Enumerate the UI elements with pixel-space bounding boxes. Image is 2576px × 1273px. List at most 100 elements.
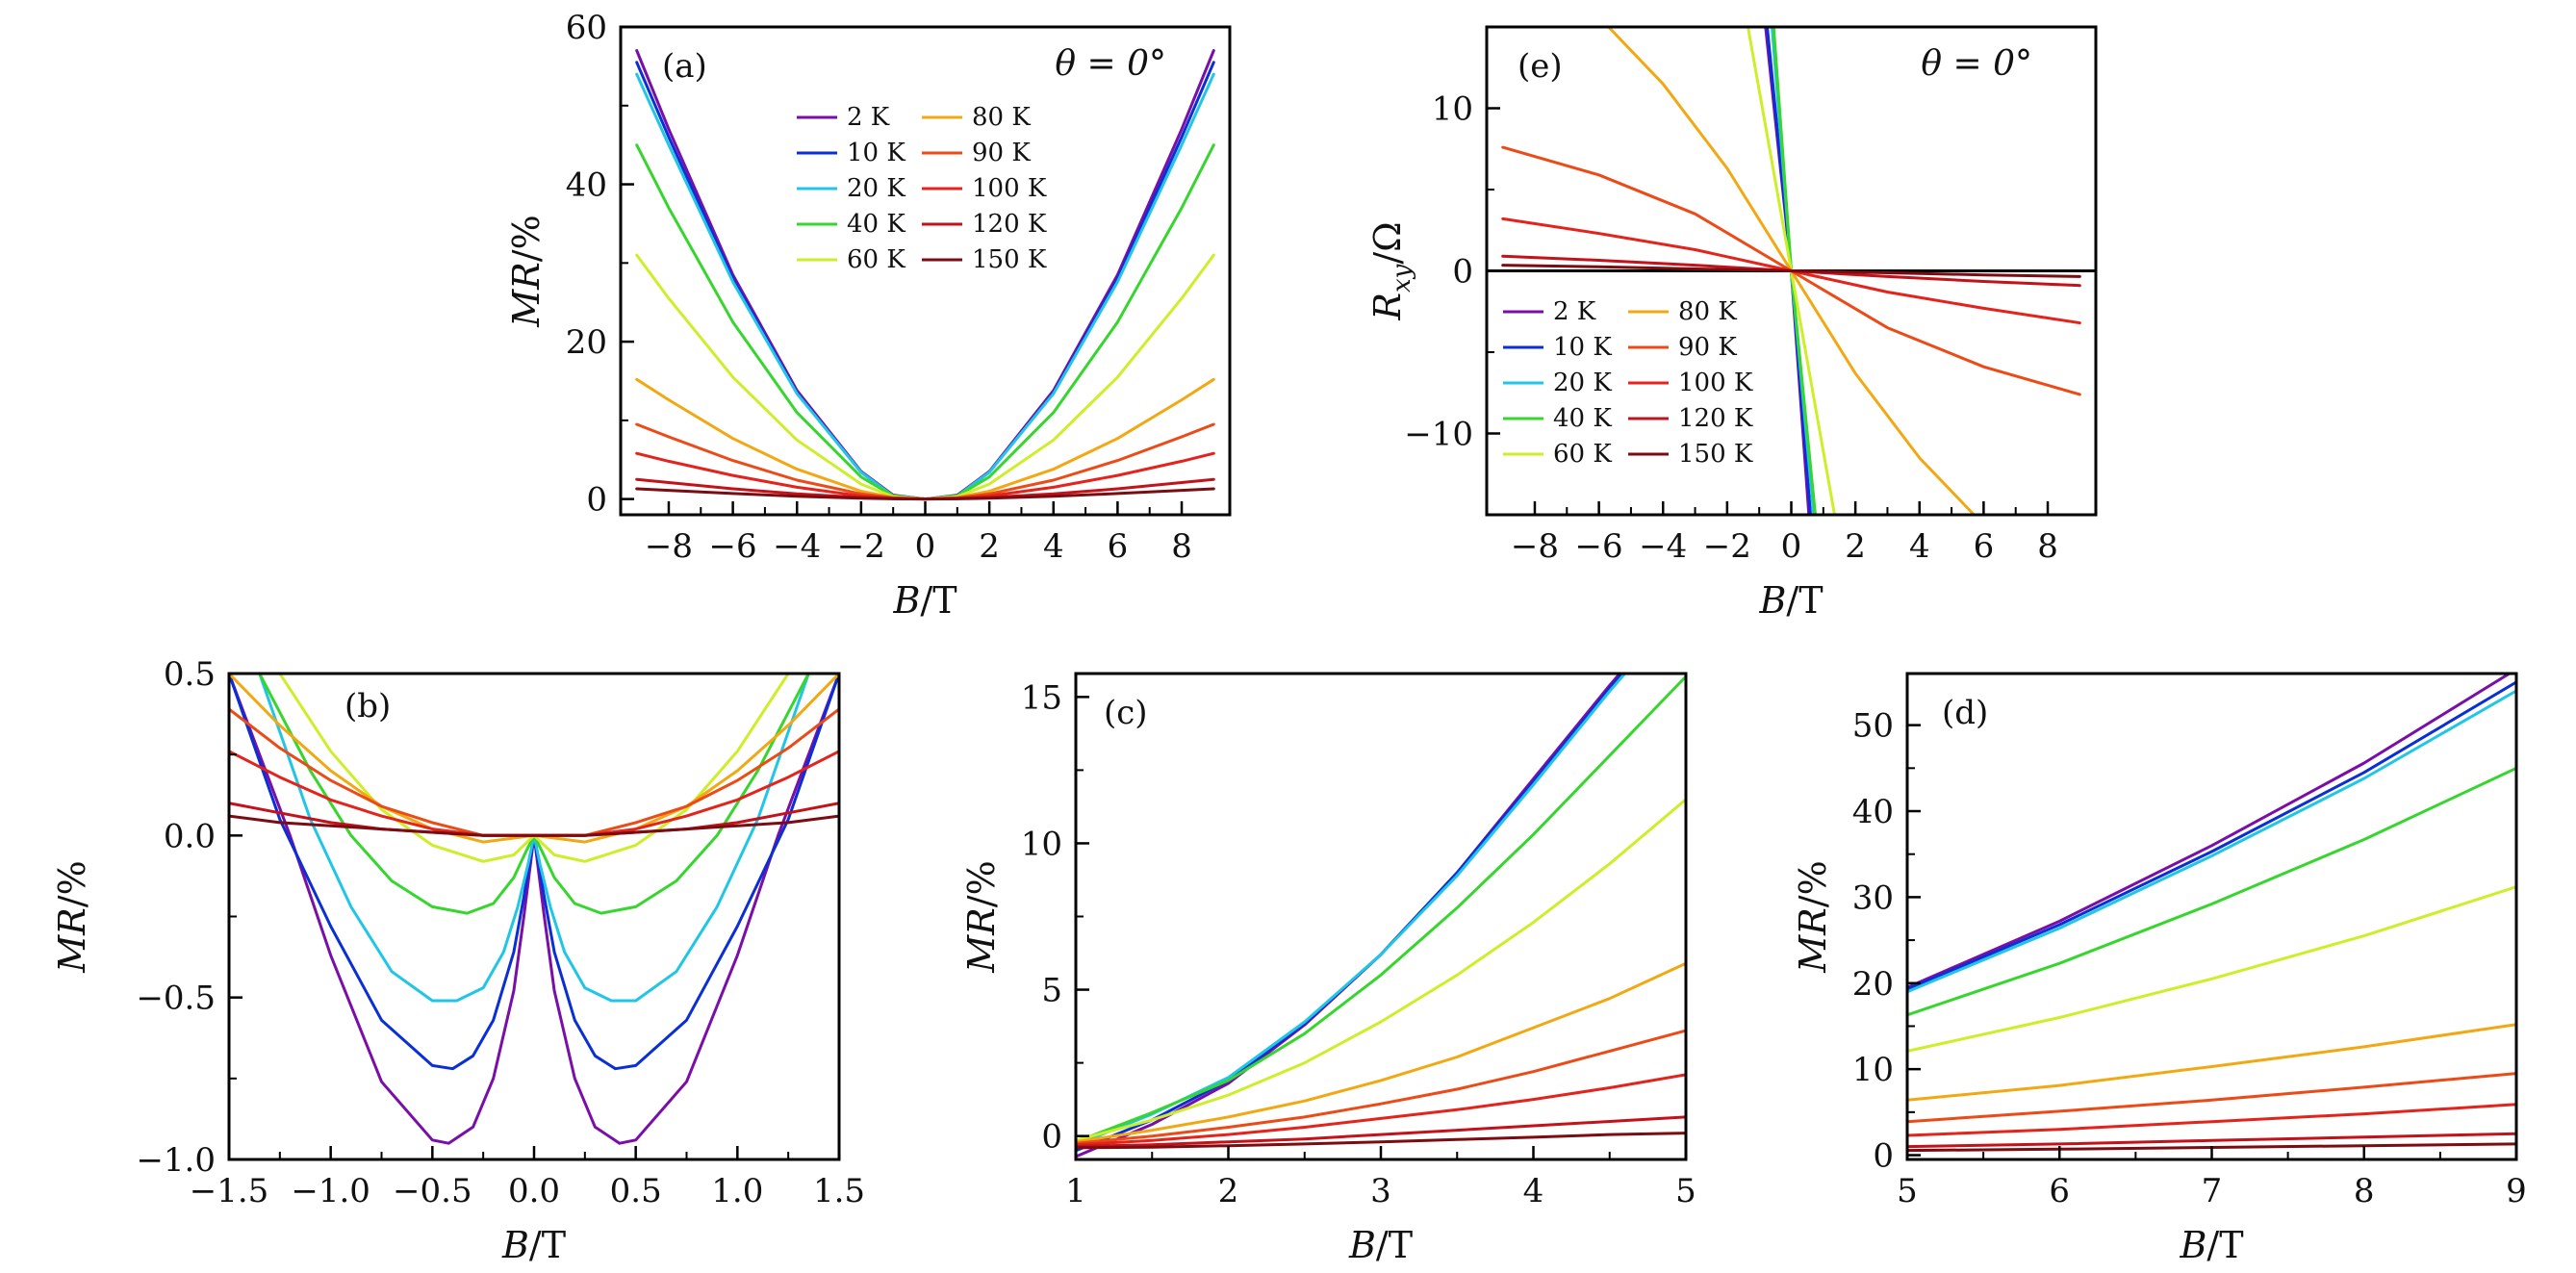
x-axis-label: B/T (2179, 1224, 2243, 1266)
legend-label: 80 K (1678, 297, 1737, 326)
series-line-80K (1907, 1023, 2516, 1102)
legend: 2 K 10 K 20 K 40 K 60 K 80 K 90 K 100 K 120 K 150… (1503, 297, 1753, 469)
legend-label: 120 K (972, 210, 1047, 239)
plot-frame (619, 25, 1232, 517)
x-tick-label: −4 (773, 527, 821, 566)
series-line-10K (229, 674, 839, 1071)
legend-label: 90 K (1678, 333, 1737, 362)
series-line-60K (1907, 885, 2516, 1053)
x-axis-label: B/T (1758, 579, 1823, 622)
panel-label: (e) (1518, 47, 1563, 86)
y-tick-label: 30 (1852, 878, 1894, 917)
series-line-80K (635, 377, 1215, 501)
series-line-120K (635, 477, 1215, 501)
panel-e: −8 −6 −4 −2 0 2 4 6 8 −10 0 10 B/T Rxy/Ω (e) θ = 0° 2 K 1… (1366, 25, 2098, 622)
y-tick-label: 10 (1432, 90, 1473, 129)
panel-b: −1.5 −1.0 −0.5 0.0 0.5 1.0 1.5−1.0−0.50.00.5B/… (51, 655, 865, 1266)
legend-label: 2 K (847, 103, 890, 132)
y-tick-label: 40 (566, 166, 607, 205)
series-line-150K (229, 814, 839, 837)
series-line-2K (1907, 674, 2512, 989)
panel-label: (b) (344, 687, 391, 726)
x-tick-label: 4 (1909, 527, 1930, 566)
series-line-10K (1907, 680, 2516, 991)
y-tick-label: 20 (566, 323, 607, 362)
series-line-120K (1907, 1132, 2516, 1149)
series-line-10K (1076, 674, 1624, 1153)
series-group (229, 674, 839, 1145)
y-tick-label: 40 (1852, 793, 1894, 831)
series-line-80K (1076, 961, 1686, 1144)
legend-label: 40 K (1553, 404, 1612, 433)
series-line-40K (258, 674, 810, 915)
y-tick-label: 20 (1852, 965, 1894, 1004)
x-tick-label: −2 (837, 527, 885, 566)
y-tick-label: −0.5 (136, 980, 216, 1018)
x-tick-label: 5 (1675, 1172, 1696, 1210)
series-group (1076, 674, 1686, 1158)
x-tick-label: 5 (1897, 1172, 1918, 1210)
legend-label: 10 K (847, 139, 905, 167)
y-tick-label: 5 (1041, 972, 1062, 1010)
x-tick-label: −1.0 (291, 1172, 370, 1210)
series-line-80K (229, 674, 839, 844)
x-tick-label: 4 (1523, 1172, 1544, 1210)
y-tick-label: 0 (586, 481, 607, 520)
series-line-40K (1907, 766, 2516, 1017)
x-tick-label: −1.5 (190, 1172, 269, 1210)
y-axis-label: MR/% (960, 860, 1003, 973)
x-axis-label: B/T (1348, 1224, 1413, 1266)
legend-label: 90 K (972, 139, 1031, 167)
x-tick-label: 2 (1845, 527, 1866, 566)
legend-label: 2 K (1553, 297, 1596, 326)
plot-frame (1074, 672, 1688, 1161)
y-axis-label: MR/% (51, 860, 93, 973)
series-line-2K (229, 674, 839, 1145)
x-tick-label: 8 (2354, 1172, 2375, 1210)
legend-label: 120 K (1678, 404, 1753, 433)
legend-label: 150 K (1678, 440, 1753, 469)
series-group (1907, 674, 2516, 1153)
y-tick-label: 10 (1021, 825, 1062, 863)
y-tick-label: 0 (1041, 1118, 1062, 1157)
series-line-150K (1501, 264, 2081, 278)
x-tick-label: 1.0 (711, 1172, 763, 1210)
series-line-2K (1076, 674, 1622, 1158)
y-tick-label: 15 (1021, 678, 1062, 717)
legend-label: 10 K (1553, 333, 1612, 362)
series-line-20K (1076, 674, 1627, 1147)
x-tick-label: 8 (2037, 527, 2058, 566)
y-tick-label: 60 (566, 9, 607, 47)
y-axis-label: MR/% (505, 215, 548, 327)
x-tick-label: 0 (1781, 527, 1802, 566)
y-tick-label: 0.0 (164, 817, 216, 855)
x-tick-label: −8 (1511, 527, 1559, 566)
panel-label: (c) (1104, 694, 1148, 732)
y-axis-label: Rxy/Ω (1366, 221, 1416, 320)
x-tick-label: −0.5 (393, 1172, 472, 1210)
x-tick-label: −2 (1703, 527, 1751, 566)
series-line-40K (1076, 675, 1686, 1144)
x-tick-label: 0.5 (610, 1172, 662, 1210)
x-tick-label: 1 (1065, 1172, 1086, 1210)
panel-c: 1 2 3 4 5 0 5 10 15 B/T MR/% (c) (960, 672, 1696, 1266)
legend-label: 60 K (847, 245, 905, 274)
y-tick-label: 0 (1452, 253, 1473, 292)
y-tick-label: 10 (1852, 1051, 1894, 1089)
series-line-150K (1076, 1132, 1686, 1150)
legend-label: 20 K (1553, 369, 1612, 397)
series-line-40K (635, 143, 1215, 501)
legend-label: 100 K (1678, 369, 1753, 397)
series-group (1501, 27, 2081, 515)
x-tick-label: 8 (1171, 527, 1192, 566)
series-line-120K (1076, 1115, 1686, 1148)
angle-annotation: θ = 0° (1055, 44, 1166, 84)
legend-label: 80 K (972, 103, 1031, 132)
series-line-150K (635, 487, 1215, 501)
x-tick-label: 6 (1108, 527, 1129, 566)
x-tick-label: 2 (979, 527, 1000, 566)
panel-a: −8 −6 −4 −2 0 2 4 6 8 0 20 40 60 B/T MR/% (a) θ = 0° 2 K 1… (505, 9, 1232, 622)
legend-label: 40 K (847, 210, 905, 239)
series-line-100K (1907, 1103, 2516, 1137)
